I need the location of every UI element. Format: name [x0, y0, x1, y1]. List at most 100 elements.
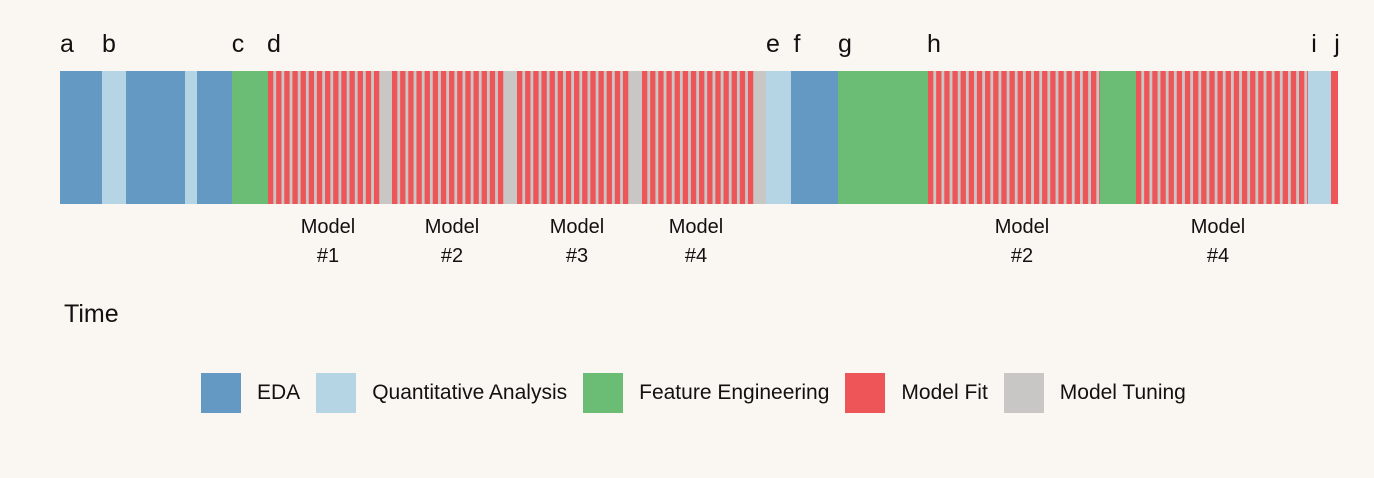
- segment-6-fit-stripe-2: [284, 71, 290, 204]
- annotation-2-line1: Model: [550, 216, 604, 238]
- segment-10-fit-stripe-12: [614, 71, 621, 204]
- segment-17-fit-stripe-7: [985, 71, 991, 204]
- segment-19-fit-stripe-5: [1176, 71, 1183, 204]
- marker-h: h: [927, 30, 941, 58]
- legend-label: Model Tuning: [1059, 381, 1186, 404]
- segment-8-fit-stripe-1: [400, 71, 406, 204]
- legend-swatch: [1003, 373, 1044, 413]
- segment-19-fit-stripe-17: [1274, 71, 1280, 204]
- legend-item-quantitative-analysis: Quantitative Analysis: [316, 373, 567, 413]
- segment-17-fit-stripe-14: [1042, 71, 1048, 204]
- legend-item-model-fit: Model Fit: [845, 373, 988, 413]
- segment-19-fit-stripe-21: [1307, 71, 1308, 204]
- segment-17-fit-stripe-0: [928, 71, 934, 204]
- segment-8-fit-stripe-8: [457, 71, 463, 204]
- segment-17-fit-stripe-18: [1074, 71, 1080, 204]
- segment-12-fit-stripe-7: [699, 71, 705, 204]
- segment-6-fit-stripe-10: [349, 71, 355, 204]
- segment-19-fit-stripe-16: [1266, 71, 1272, 204]
- segment-12-fit-stripe-1: [650, 71, 656, 204]
- segment-17-fit-stripe-4: [960, 71, 966, 204]
- segment-19-fit-stripe-8: [1201, 71, 1207, 204]
- segment-12-fit-stripe-11: [731, 71, 737, 204]
- segment-15: [791, 71, 838, 204]
- legend-swatch: [201, 373, 241, 413]
- segment-19-fit-stripe-19: [1290, 71, 1297, 204]
- segment-11: [630, 71, 642, 204]
- segment-10-fit-stripe-10: [598, 71, 604, 204]
- segment-12-fit-stripe-5: [682, 71, 689, 204]
- segment-8-fit-stripe-4: [424, 71, 430, 204]
- annotation-2-line2: #3: [566, 245, 588, 267]
- segment-19-fit-stripe-11: [1225, 71, 1231, 204]
- annotation-3-line2: #4: [685, 245, 707, 267]
- segment-19-fit-stripe-7: [1193, 71, 1199, 204]
- segment-19-fit-stripe-15: [1258, 71, 1264, 204]
- segment-12-fit-stripe-3: [666, 71, 672, 204]
- segment-12-fit-stripe-0: [642, 71, 648, 204]
- segment-12-fit-stripe-13: [747, 71, 754, 204]
- segment-6-fit-stripe-1: [276, 71, 282, 204]
- annotation-5-line1: Model: [1191, 216, 1245, 238]
- legend-item-model-tuning: Model Tuning: [1003, 373, 1186, 413]
- segment-8-fit-stripe-7: [449, 71, 455, 204]
- segment-12-fit-stripe-6: [690, 71, 697, 204]
- segment-0: [60, 71, 102, 204]
- segment-19-fit-stripe-9: [1209, 71, 1215, 204]
- segment-8-fit-stripe-13: [497, 71, 504, 204]
- segment-17-fit-stripe-11: [1017, 71, 1023, 204]
- segment-5: [232, 71, 268, 204]
- segment-19-fit-stripe-2: [1152, 71, 1158, 204]
- segment-16: [838, 71, 928, 204]
- x-axis-label: Time: [64, 300, 119, 328]
- annotation-1-line1: Model: [425, 216, 479, 238]
- legend-swatch: [583, 373, 624, 413]
- segment-10-fit-stripe-0: [517, 71, 523, 204]
- segment-17-fit-stripe-13: [1033, 71, 1040, 204]
- segment-8-fit-stripe-3: [416, 71, 422, 204]
- annotation-4-line1: Model: [995, 216, 1049, 238]
- segment-17-fit-stripe-9: [1001, 71, 1007, 204]
- segment-8-fit-stripe-11: [481, 71, 487, 204]
- segment-12-fit-stripe-12: [739, 71, 746, 204]
- marker-b: b: [102, 30, 116, 58]
- segment-8-fit-stripe-12: [489, 71, 496, 204]
- segment-19-fit-stripe-18: [1282, 71, 1288, 204]
- legend-item-feature-engineering: Feature Engineering: [583, 373, 829, 413]
- legend-swatch: [316, 373, 357, 413]
- segment-19-fit-stripe-4: [1168, 71, 1174, 204]
- segment-8-fit-stripe-2: [408, 71, 414, 204]
- marker-d: d: [267, 30, 281, 58]
- segment-17-fit-stripe-15: [1050, 71, 1056, 204]
- legend-item-eda: EDA: [201, 373, 300, 413]
- legend-label: Feature Engineering: [639, 381, 830, 404]
- segment-19-fit-stripe-0: [1136, 71, 1142, 204]
- segment-4: [197, 71, 232, 204]
- segment-12-fit-stripe-8: [707, 71, 713, 204]
- segment-6-fit-stripe-9: [341, 71, 347, 204]
- segment-2: [126, 71, 185, 204]
- segment-14: [766, 71, 791, 204]
- segment-10-fit-stripe-6: [565, 71, 572, 204]
- segment-9: [505, 71, 517, 204]
- segment-17-fit-stripe-20: [1091, 71, 1097, 204]
- segment-17-fit-stripe-10: [1009, 71, 1015, 204]
- legend-label: Model Fit: [901, 381, 988, 404]
- segment-3: [185, 71, 197, 204]
- marker-e: e: [766, 30, 780, 58]
- segment-13: [755, 71, 766, 204]
- segment-6-fit-stripe-12: [365, 71, 372, 204]
- segment-6-fit-stripe-11: [357, 71, 363, 204]
- marker-i: i: [1311, 30, 1317, 58]
- segment-6-fit-stripe-5: [308, 71, 315, 204]
- segment-17-fit-stripe-8: [993, 71, 999, 204]
- segment-12-fit-stripe-10: [723, 71, 729, 204]
- segment-6-fit-stripe-7: [325, 71, 331, 204]
- segment-10-fit-stripe-3: [541, 71, 547, 204]
- segment-19-fit-stripe-20: [1299, 71, 1305, 204]
- segment-17-fit-stripe-3: [952, 71, 958, 204]
- legend-swatch: [845, 373, 886, 413]
- segment-17-fit-stripe-17: [1066, 71, 1072, 204]
- segment-6-fit-stripe-3: [292, 71, 298, 204]
- marker-f: f: [794, 30, 801, 58]
